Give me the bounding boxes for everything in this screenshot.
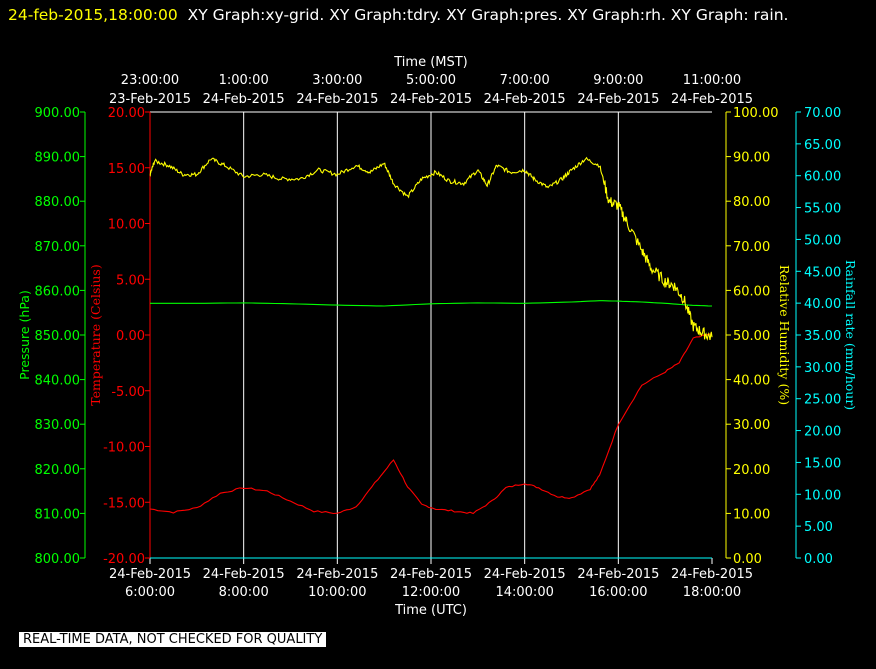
bottom-tick-label: 6:00:00 (125, 585, 175, 600)
vertical-grid (243, 112, 619, 558)
top-tick-label: 24-Feb-2015 (203, 92, 285, 107)
bottom-tick-label: 14:00:00 (495, 585, 553, 600)
top-tick-label: 5:00:00 (406, 73, 456, 88)
rain-tick-label: 50.00 (804, 233, 841, 248)
top-tick-label: 24-Feb-2015 (296, 92, 378, 107)
bottom-tick-label: 16:00:00 (589, 585, 647, 600)
top-tick-label: 24-Feb-2015 (577, 92, 659, 107)
bottom-tick-label: 24-Feb-2015 (484, 567, 566, 582)
humidity-tick-label: 30.00 (733, 418, 770, 433)
pressure-tick-label: 880.00 (35, 195, 81, 210)
humidity-tick-label: 60.00 (733, 284, 770, 299)
humidity-series-line (149, 156, 713, 341)
humidity-tick-label: 80.00 (733, 195, 770, 210)
pressure-tick-label: 820.00 (35, 463, 81, 478)
rain-tick-label: 15.00 (804, 456, 841, 471)
rain-tick-label: 20.00 (804, 425, 841, 440)
pressure-tick-label: 830.00 (35, 418, 81, 433)
bottom-tick-label: 24-Feb-2015 (296, 567, 378, 582)
pressure-tick-label: 900.00 (35, 106, 81, 121)
temperature-axis-title: Temperature (Celsius) (88, 264, 103, 405)
top-tick-label: 9:00:00 (593, 73, 643, 88)
rain-tick-label: 10.00 (804, 488, 841, 503)
rain-tick-label: 40.00 (804, 297, 841, 312)
rain-tick-label: 35.00 (804, 329, 841, 344)
pressure-tick-label: 800.00 (35, 552, 81, 567)
top-tick-label: 23:00:00 (121, 73, 179, 88)
top-tick-label: 1:00:00 (219, 73, 269, 88)
humidity-tick-label: 70.00 (733, 240, 770, 255)
humidity-tick-label: 40.00 (733, 374, 770, 389)
rain-tick-label: 55.00 (804, 202, 841, 217)
temperature-tick-label: 0.00 (116, 329, 145, 344)
top-tick-label: 3:00:00 (312, 73, 362, 88)
temperature-series-line (149, 333, 713, 515)
temperature-tick-label: 5.00 (116, 273, 145, 288)
humidity-tick-label: 0.00 (733, 552, 762, 567)
temperature-tick-label: 20.00 (108, 106, 145, 121)
bottom-tick-label: 24-Feb-2015 (203, 567, 285, 582)
temperature-tick-label: 15.00 (108, 162, 145, 177)
pressure-tick-label: 890.00 (35, 151, 81, 166)
rain-tick-label: 65.00 (804, 138, 841, 153)
bottom-tick-label: 24-Feb-2015 (671, 567, 753, 582)
top-axis-title: Time (MST) (393, 55, 468, 70)
header-graph-list: XY Graph:xy-grid. XY Graph:tdry. XY Grap… (187, 6, 789, 24)
temperature-tick-label: -15.00 (103, 496, 145, 511)
axis-labels: Time (MST) 23:00:00 23-Feb-2015 1:00:00 24-F… (17, 55, 858, 618)
humidity-axis-title: Relative Humidity (%) (777, 265, 792, 405)
top-tick-label: 23-Feb-2015 (109, 92, 191, 107)
temperature-tick-label: -10.00 (103, 441, 145, 456)
rain-axis-title: Rainfall rate (mm/hour) (843, 260, 858, 410)
series-lines (149, 156, 713, 559)
bottom-axis-title: Time (UTC) (394, 603, 467, 618)
top-tick-label: 24-Feb-2015 (671, 92, 753, 107)
temperature-tick-label: -5.00 (111, 385, 145, 400)
pressure-tick-label: 870.00 (35, 240, 81, 255)
top-tick-label: 7:00:00 (500, 73, 550, 88)
top-tick-label: 24-Feb-2015 (390, 92, 472, 107)
rain-tick-label: 25.00 (804, 393, 841, 408)
bottom-tick-label: 8:00:00 (219, 585, 269, 600)
top-tick-label: 11:00:00 (683, 73, 741, 88)
pressure-series-line (150, 300, 713, 307)
pressure-tick-label: 840.00 (35, 374, 81, 389)
pressure-axis-title: Pressure (hPa) (17, 290, 32, 380)
pressure-tick-label: 850.00 (35, 329, 81, 344)
temperature-tick-label: -20.00 (103, 552, 145, 567)
temperature-tick-label: 10.00 (108, 218, 145, 233)
rain-tick-label: 70.00 (804, 106, 841, 121)
rain-tick-label: 60.00 (804, 170, 841, 185)
humidity-tick-label: 10.00 (733, 507, 770, 522)
bottom-tick-label: 24-Feb-2015 (577, 567, 659, 582)
rain-tick-label: 5.00 (804, 520, 833, 535)
header-timestamp: 24-feb-2015,18:00:00 (8, 6, 178, 24)
bottom-tick-label: 24-Feb-2015 (109, 567, 191, 582)
rain-tick-label: 45.00 (804, 265, 841, 280)
humidity-tick-label: 90.00 (733, 151, 770, 166)
humidity-tick-label: 50.00 (733, 329, 770, 344)
humidity-tick-label: 20.00 (733, 463, 770, 478)
bottom-tick-label: 10:00:00 (308, 585, 366, 600)
bottom-tick-label: 18:00:00 (683, 585, 741, 600)
humidity-tick-label: 100.00 (733, 106, 779, 121)
pressure-tick-label: 810.00 (35, 507, 81, 522)
rain-tick-label: 30.00 (804, 361, 841, 376)
bottom-tick-label: 12:00:00 (402, 585, 460, 600)
rain-tick-label: 0.00 (804, 552, 833, 567)
bottom-tick-label: 24-Feb-2015 (390, 567, 472, 582)
top-tick-label: 24-Feb-2015 (484, 92, 566, 107)
pressure-tick-label: 860.00 (35, 284, 81, 299)
quality-disclaimer: REAL-TIME DATA, NOT CHECKED FOR QUALITY (19, 632, 327, 647)
chart-header: 24-feb-2015,18:00:00 XY Graph:xy-grid. X… (8, 2, 868, 29)
